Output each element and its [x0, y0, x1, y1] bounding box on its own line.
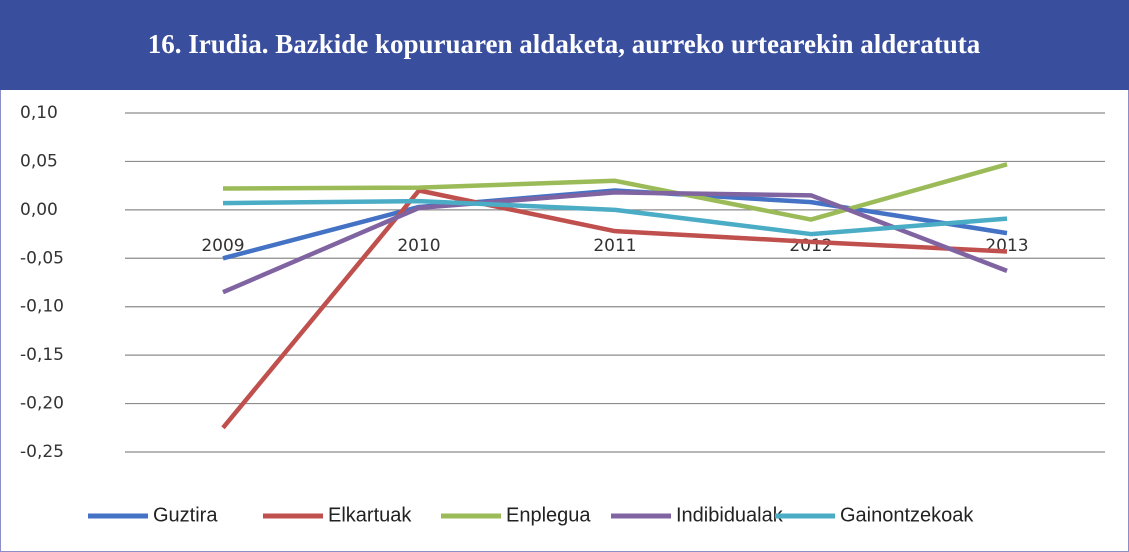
legend-label: Indibidualak: [676, 504, 784, 526]
legend-label: Elkartuak: [328, 504, 412, 526]
series-line: [222, 190, 1008, 295]
series-line: [221, 188, 1008, 430]
x-tick-label: 2009: [201, 236, 244, 256]
y-tick-label: 0,10: [20, 103, 58, 123]
chart-title: 16. Irudia. Bazkide kopuruaren aldaketa,…: [148, 29, 981, 59]
y-tick-label: -0,25: [20, 442, 64, 462]
x-tick-label: 2011: [593, 236, 636, 256]
series-line: [222, 162, 1008, 222]
y-tick-label: -0,10: [20, 297, 64, 317]
y-tick-label: 0,05: [20, 151, 58, 171]
legend-label: Guztira: [153, 504, 218, 526]
legend-label: Enplegua: [506, 504, 591, 526]
series-line: [222, 198, 1008, 237]
y-tick-label: -0,20: [20, 394, 64, 414]
title-banner: [0, 0, 1129, 90]
legend-label: Gainontzekoak: [840, 504, 974, 526]
y-tick-label: -0,05: [20, 248, 64, 268]
y-tick-label: 0,00: [20, 200, 58, 220]
y-tick-label: -0,15: [20, 345, 64, 365]
x-tick-label: 2010: [397, 236, 440, 256]
